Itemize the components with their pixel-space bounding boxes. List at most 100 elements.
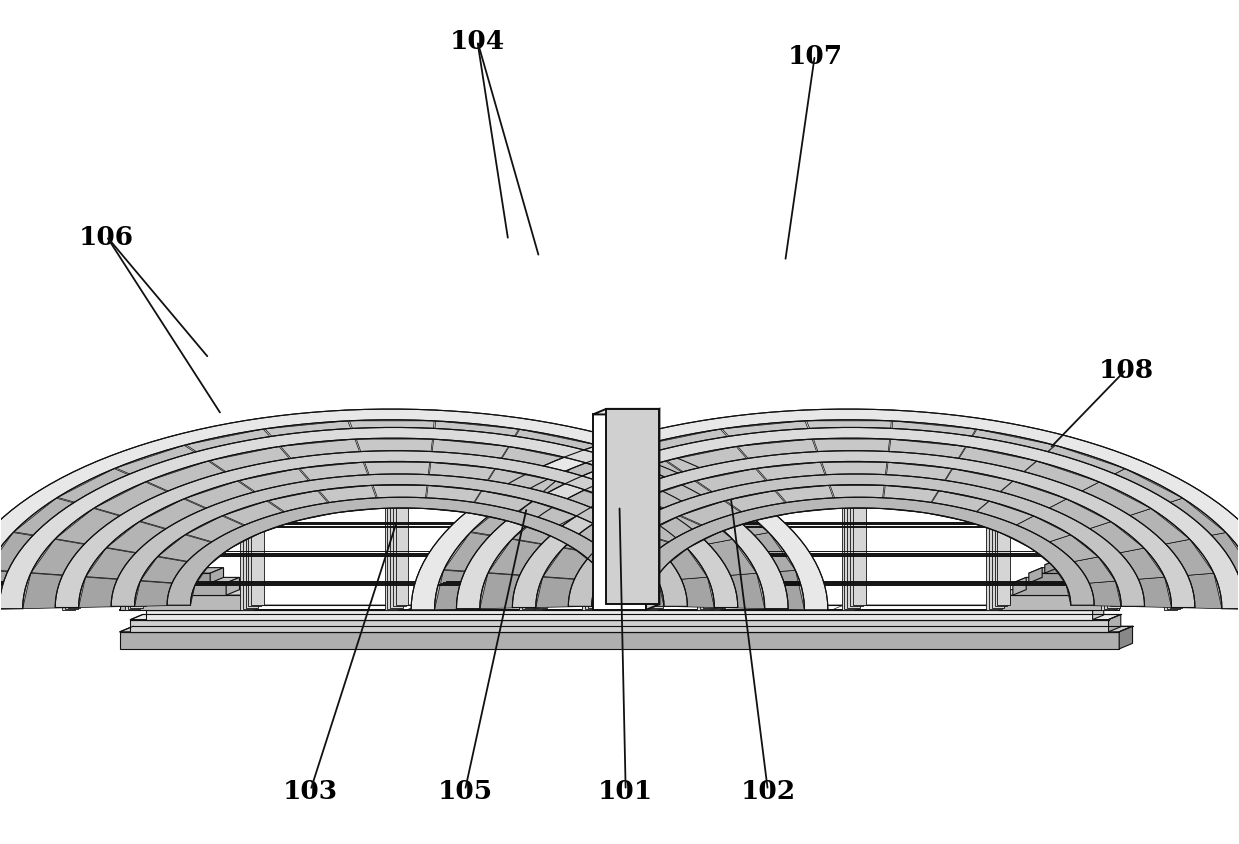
Polygon shape: [890, 429, 973, 459]
Polygon shape: [629, 419, 729, 452]
Polygon shape: [714, 411, 809, 437]
Polygon shape: [829, 486, 885, 509]
Polygon shape: [435, 571, 488, 610]
Polygon shape: [845, 457, 857, 609]
Polygon shape: [610, 582, 664, 607]
Polygon shape: [513, 469, 602, 509]
Polygon shape: [279, 440, 363, 469]
Polygon shape: [720, 421, 812, 447]
Polygon shape: [0, 571, 63, 609]
Polygon shape: [938, 469, 1012, 501]
Polygon shape: [62, 579, 74, 610]
Polygon shape: [644, 517, 657, 610]
Polygon shape: [207, 492, 285, 525]
Text: 103: 103: [282, 778, 338, 803]
Polygon shape: [56, 469, 145, 509]
Polygon shape: [632, 516, 709, 553]
Polygon shape: [208, 447, 299, 481]
Polygon shape: [613, 522, 686, 557]
Polygon shape: [430, 440, 508, 469]
Polygon shape: [120, 565, 195, 574]
Polygon shape: [932, 481, 1000, 512]
Polygon shape: [238, 469, 317, 501]
Polygon shape: [1099, 469, 1183, 509]
Polygon shape: [579, 446, 668, 483]
Polygon shape: [348, 421, 434, 440]
Polygon shape: [512, 509, 596, 549]
Polygon shape: [736, 440, 820, 469]
Polygon shape: [593, 409, 659, 415]
Polygon shape: [426, 475, 488, 503]
Polygon shape: [532, 481, 610, 517]
Polygon shape: [724, 491, 794, 522]
Polygon shape: [471, 499, 550, 539]
Polygon shape: [157, 535, 230, 566]
Polygon shape: [508, 501, 576, 533]
Polygon shape: [709, 469, 721, 605]
Polygon shape: [564, 522, 642, 557]
Polygon shape: [647, 516, 660, 609]
Polygon shape: [266, 491, 337, 522]
Polygon shape: [712, 492, 790, 535]
Polygon shape: [774, 486, 838, 513]
Text: 104: 104: [450, 30, 506, 54]
Polygon shape: [576, 500, 654, 535]
Polygon shape: [37, 461, 130, 502]
Polygon shape: [883, 475, 945, 503]
Polygon shape: [541, 516, 623, 553]
Polygon shape: [310, 475, 378, 503]
Polygon shape: [591, 436, 683, 474]
Polygon shape: [248, 471, 261, 607]
Polygon shape: [120, 491, 207, 529]
Polygon shape: [624, 474, 712, 516]
Polygon shape: [649, 515, 663, 608]
Polygon shape: [352, 429, 435, 452]
Polygon shape: [197, 437, 291, 472]
Polygon shape: [642, 469, 726, 509]
Polygon shape: [481, 469, 555, 501]
Polygon shape: [494, 447, 579, 481]
Polygon shape: [602, 462, 695, 500]
Polygon shape: [673, 502, 755, 544]
Polygon shape: [361, 452, 432, 475]
Polygon shape: [1170, 492, 1239, 535]
Polygon shape: [623, 508, 703, 542]
Polygon shape: [1067, 483, 1151, 522]
Polygon shape: [729, 429, 818, 459]
Polygon shape: [654, 509, 732, 549]
Polygon shape: [513, 452, 1194, 608]
Polygon shape: [135, 582, 195, 607]
Polygon shape: [1028, 568, 1042, 583]
Polygon shape: [120, 559, 178, 565]
Polygon shape: [263, 421, 354, 447]
Polygon shape: [710, 577, 722, 609]
Polygon shape: [120, 560, 208, 565]
Polygon shape: [615, 535, 688, 566]
Polygon shape: [626, 472, 712, 508]
Polygon shape: [748, 452, 826, 481]
Polygon shape: [653, 513, 665, 607]
Polygon shape: [317, 486, 380, 513]
Polygon shape: [1119, 626, 1132, 649]
Polygon shape: [1120, 544, 1187, 579]
Polygon shape: [590, 513, 603, 607]
Polygon shape: [585, 516, 597, 609]
Polygon shape: [535, 577, 597, 608]
Polygon shape: [1036, 446, 1125, 483]
Polygon shape: [1028, 574, 1119, 583]
Polygon shape: [107, 522, 185, 557]
Polygon shape: [617, 553, 681, 583]
Polygon shape: [1104, 516, 1116, 609]
Polygon shape: [719, 574, 731, 605]
Polygon shape: [133, 513, 146, 607]
Polygon shape: [1212, 528, 1239, 571]
Polygon shape: [522, 577, 535, 609]
Polygon shape: [167, 498, 637, 605]
Polygon shape: [1061, 554, 1074, 565]
Polygon shape: [145, 462, 238, 500]
Polygon shape: [569, 474, 1145, 607]
Polygon shape: [0, 528, 33, 571]
Polygon shape: [997, 590, 1010, 610]
Polygon shape: [68, 576, 81, 608]
Polygon shape: [519, 492, 592, 525]
